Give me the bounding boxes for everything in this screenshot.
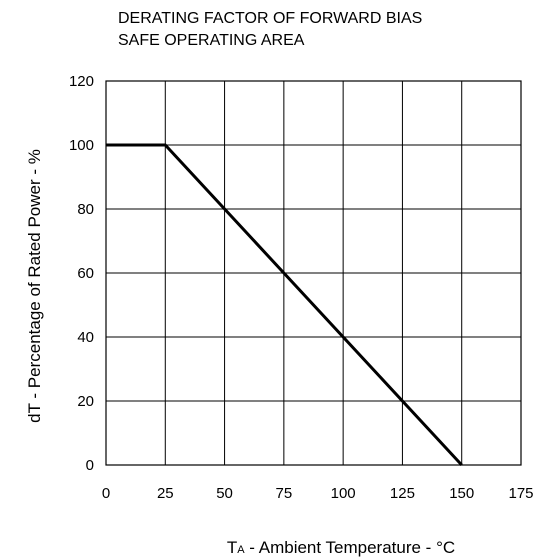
x-axis-label-subscript: A — [237, 544, 245, 556]
y-tick-label: 120 — [69, 73, 94, 90]
x-tick-label: 150 — [449, 485, 474, 502]
y-axis-label: dT - Percentage of Rated Power - % — [25, 149, 44, 423]
y-tick-label: 100 — [69, 137, 94, 154]
y-tick-label: 20 — [77, 393, 94, 410]
x-tick-label: 100 — [331, 485, 356, 502]
y-tick-label: 60 — [77, 265, 94, 282]
x-tick-label: 50 — [216, 485, 233, 502]
y-tick-label: 80 — [77, 201, 94, 218]
x-tick-label: 25 — [157, 485, 174, 502]
x-axis-label-rest: - Ambient Temperature - °C — [245, 538, 456, 557]
axis-ticks: 0 25 50 75 100 125 150 175 0 20 40 60 80 100 120 — [69, 73, 534, 502]
x-tick-label: 125 — [390, 485, 415, 502]
plot-frame — [105, 80, 522, 466]
chart-title-line-1: DERATING FACTOR OF FORWARD BIAS — [118, 10, 422, 27]
x-tick-label: 75 — [276, 485, 293, 502]
y-tick-label: 0 — [86, 457, 94, 474]
x-tick-label: 175 — [508, 485, 533, 502]
x-tick-label: 0 — [102, 485, 110, 502]
plot-grid — [105, 80, 522, 466]
x-axis-label: TA - Ambient Temperature - °C — [227, 538, 455, 557]
chart-title-line-2: SAFE OPERATING AREA — [118, 32, 305, 49]
y-tick-label: 40 — [77, 329, 94, 346]
x-axis-label-main: T — [227, 538, 237, 557]
derating-curve — [106, 143, 463, 467]
series-layer — [106, 143, 463, 467]
